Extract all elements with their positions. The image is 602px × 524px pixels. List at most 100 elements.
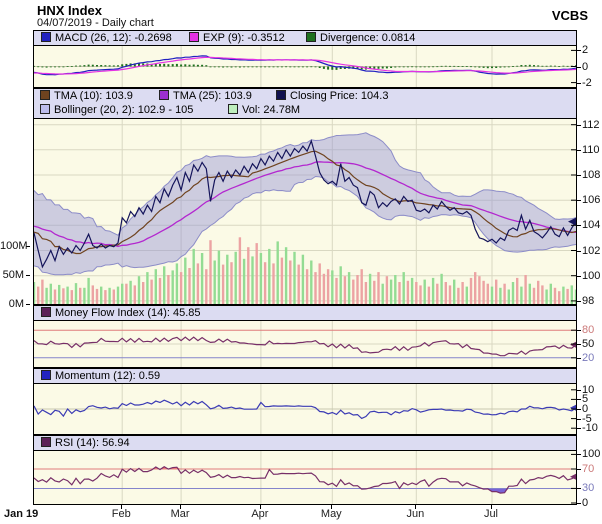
axis-tick [26,275,30,276]
axis-label: 80 [582,324,595,337]
price-legend: TMA (10): 103.9 TMA (25): 103.9 Closing Pr… [34,89,576,119]
axis-tick [577,124,581,126]
axis-label: 10 [582,383,595,396]
legend-item: Divergence: 0.0814 [306,31,415,45]
axis-label: 100 [582,448,601,461]
rsi-axis: 100 70 30 0 [577,435,602,509]
x-label-month: May [320,508,342,520]
price-axis: 112 110 108 106 104 102 100 98 [577,88,602,307]
axis-tick [577,428,581,430]
axis-label: 112 [582,118,600,131]
axis-tick [577,488,581,490]
axis-tick [577,409,581,410]
legend-swatch [306,32,316,42]
macd-legend: MACD (26, 12): -0.2698 EXP (9): -0.3512 Di… [34,31,576,46]
legend-item: Momentum (12): 0.59 [41,369,160,383]
legend-item: Vol: 24.78M [228,103,300,117]
legend-item: TMA (10): 103.9 [40,89,133,103]
brand-logo: VCBS [551,8,588,23]
x-axis: Jan 19 Feb Mar Apr May Jun Jul [0,505,602,524]
x-label-month: Jun [406,508,425,520]
axis-label: 100 [582,269,601,282]
axis-tick [577,344,581,345]
axis-label: 102 [582,244,601,257]
axis-label: 50 [582,338,595,350]
x-axis-tick [415,505,417,509]
legend-swatch [41,370,51,380]
axis-tick [577,50,581,52]
rsi-legend: RSI (14): 56.94 [34,436,576,451]
x-axis-tick [490,505,492,509]
axis-tick [577,200,581,202]
legend-swatch [159,90,169,100]
axis-label: 0M [8,298,24,310]
legend-swatch [41,32,51,42]
axis-label: 0 [582,403,589,415]
axis-tick [577,250,581,252]
legend-swatch [276,90,286,100]
legend-item: Closing Price: 104.3 [276,89,388,103]
momentum-plot: Momentum (12): 0.59 [33,368,577,435]
x-label-month: Mar [170,508,190,520]
axis-tick [577,468,581,470]
x-label-month: Feb [111,508,131,520]
macd-plot: MACD (26, 12): -0.2698 EXP (9): -0.3512 Di… [33,30,577,88]
x-label-month: Jul [483,508,498,520]
rsi-panel: RSI (14): 56.94 100 70 30 0 [0,435,602,509]
momentum-panel: Momentum (12): 0.59 10 5 0 -5 -10 [0,368,602,435]
axis-tick [577,175,581,176]
momentum-legend: Momentum (12): 0.59 [34,369,576,384]
legend-swatch [41,307,51,317]
legend-item: MACD (26, 12): -0.2698 [41,31,172,45]
x-label-month: Apr [251,508,269,520]
axis-label: 0 [582,497,589,510]
legend-item: Money Flow Index (14): 45.85 [41,306,201,320]
x-axis-tick [121,505,123,509]
rsi-chart [34,451,576,504]
x-axis-tick [259,505,261,509]
axis-label: 110 [582,143,600,156]
legend-item: TMA (25): 103.9 [159,89,252,103]
mfi-axis: 80 50 20 [577,305,602,368]
axis-label: 0 [582,60,589,73]
macd-chart [34,46,576,87]
axis-label: 108 [582,169,601,181]
axis-tick [577,399,581,401]
rsi-plot: RSI (14): 56.94 [33,435,577,505]
legend-swatch [189,32,199,42]
axis-tick [577,418,581,420]
axis-tick [577,503,581,505]
axis-tick [577,225,581,227]
chart-subtitle: 04/07/2019 - Daily chart [37,17,154,29]
axis-tick [577,454,581,456]
price-chart [34,119,576,304]
legend-item: EXP (9): -0.3512 [189,31,285,45]
axis-label: 104 [582,219,601,232]
axis-tick [577,66,581,68]
axis-label: 20 [582,351,595,364]
page-title: HNX Index [37,3,103,18]
axis-tick [577,300,581,302]
macd-panel: MACD (26, 12): -0.2698 EXP (9): -0.3512 Di… [0,30,602,89]
x-axis-tick [180,505,182,509]
mfi-legend: Money Flow Index (14): 45.85 [34,306,576,321]
macd-axis: 2 0 -2 [577,30,602,89]
legend-swatch [41,437,51,447]
momentum-axis: 10 5 0 -5 -10 [577,368,602,435]
axis-tick [26,304,30,305]
axis-label: 5 [582,393,589,406]
legend-swatch [228,104,238,114]
axis-label: 98 [582,294,595,307]
axis-tick [577,389,581,391]
axis-label: 70 [582,462,595,475]
legend-item: Bollinger (20, 2): 102.9 - 105 [40,103,193,117]
price-plot: TMA (10): 103.9 TMA (25): 103.9 Closing Pr… [33,88,577,305]
legend-item: RSI (14): 56.94 [41,436,130,450]
chart-area: MACD (26, 12): -0.2698 EXP (9): -0.3512 Di… [0,30,602,524]
axis-label: -10 [582,422,598,435]
axis-label: -5 [582,412,592,425]
price-panel: TMA (10): 103.9 TMA (25): 103.9 Closing Pr… [0,88,602,310]
mfi-panel: Money Flow Index (14): 45.85 80 50 20 [0,305,602,368]
legend-swatch [40,90,50,100]
